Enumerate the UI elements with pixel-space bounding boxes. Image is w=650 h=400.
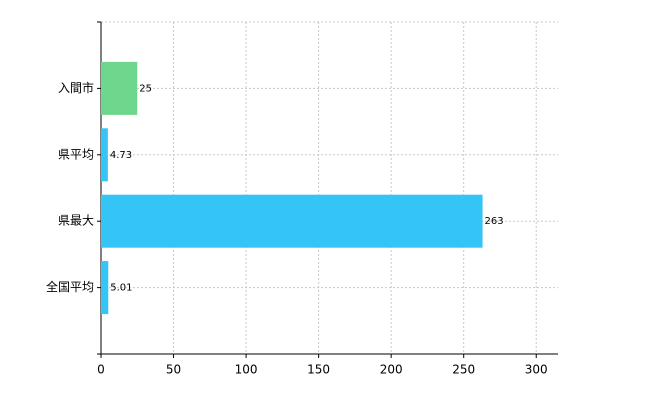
x-tick-label: 150 [307, 363, 330, 377]
value-label: 25 [139, 83, 152, 94]
x-tick-label: 50 [166, 363, 181, 377]
x-tick-label: 200 [380, 363, 403, 377]
y-tick-label: 県最大 [58, 214, 94, 228]
y-tick-label: 入間市 [58, 80, 94, 95]
bar [101, 261, 109, 315]
x-tick-label: 300 [525, 363, 548, 377]
x-tick-label: 0 [97, 363, 105, 377]
x-tick-label: 100 [235, 363, 258, 377]
x-tick-label: 250 [452, 363, 475, 377]
value-label: 4.73 [110, 150, 132, 161]
bar [101, 194, 483, 248]
bar [101, 61, 138, 115]
y-tick-label: 全国平均 [46, 279, 94, 294]
value-label: 5.01 [110, 283, 132, 294]
value-label: 263 [485, 216, 504, 227]
y-tick-label: 県平均 [58, 147, 94, 161]
bar [101, 128, 108, 182]
